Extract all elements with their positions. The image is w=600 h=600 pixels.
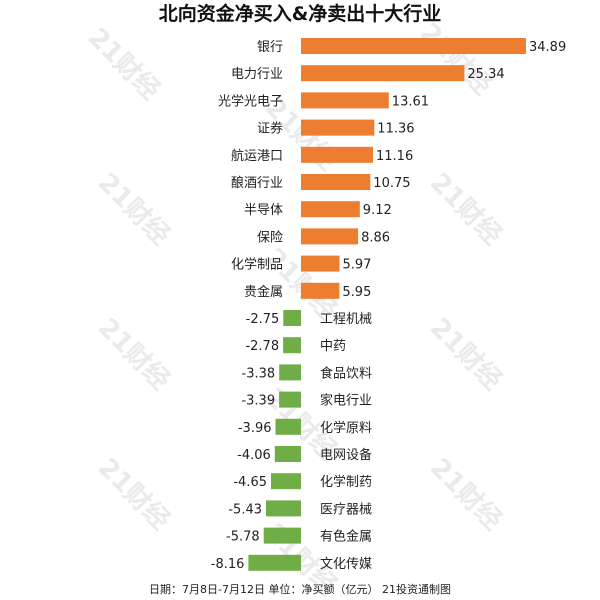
bar-0 (301, 38, 526, 54)
bar-10 (283, 310, 301, 326)
value-label-15: -4.06 (237, 448, 271, 463)
bars-group (248, 38, 526, 571)
value-label-4: 11.16 (376, 149, 413, 164)
bar-13 (279, 391, 301, 408)
value-label-11: -2.78 (245, 339, 279, 354)
watermark-6: 21财经 (92, 312, 176, 396)
value-label-9: 5.95 (342, 285, 371, 300)
category-label-16: 化学制药 (320, 474, 372, 490)
watermark-10: 21财经 (424, 452, 508, 536)
category-label-19: 文化传媒 (320, 557, 372, 572)
category-label-17: 医疗器械 (320, 502, 372, 517)
value-label-19: -8.16 (211, 557, 245, 572)
bar-18 (263, 527, 301, 544)
bar-9 (301, 282, 340, 299)
watermark-0: 21财经 (82, 22, 166, 106)
bar-1 (301, 65, 465, 82)
value-label-14: -3.96 (238, 421, 272, 436)
value-label-2: 13.61 (392, 94, 429, 109)
watermark-3: 21财经 (92, 167, 176, 251)
category-label-8: 化学制品 (231, 257, 283, 273)
category-label-1: 电力行业 (231, 67, 283, 82)
value-label-17: -5.43 (228, 502, 262, 517)
bar-16 (271, 473, 301, 490)
bar-8 (301, 255, 340, 272)
category-label-18: 有色金属 (320, 529, 372, 545)
category-label-9: 贵金属 (244, 284, 283, 300)
value-label-0: 34.89 (529, 40, 566, 55)
value-label-18: -5.78 (226, 530, 260, 545)
value-label-5: 10.75 (373, 176, 410, 191)
category-label-14: 化学原料 (320, 420, 372, 436)
category-label-5: 酿酒行业 (231, 175, 283, 191)
category-label-15: 电网设备 (320, 447, 372, 463)
bar-3 (301, 119, 375, 136)
bar-6 (301, 201, 360, 218)
category-label-7: 保险 (257, 230, 283, 245)
bar-2 (301, 92, 389, 109)
bar-19 (248, 554, 301, 571)
value-label-10: -2.75 (246, 312, 280, 327)
value-label-12: -3.38 (242, 366, 276, 381)
category-label-10: 工程机械 (320, 312, 372, 327)
watermark-7: 21财经 (424, 312, 508, 396)
bar-4 (301, 146, 373, 163)
category-labels-group: 银行电力行业光学光电子证券航运港口酿酒行业半导体保险化学制品贵金属工程机械中药食… (218, 40, 372, 572)
bar-12 (279, 364, 301, 381)
category-label-3: 证券 (257, 121, 283, 137)
bar-15 (274, 446, 301, 462)
category-label-4: 航运港口 (231, 148, 283, 164)
category-label-2: 光学光电子 (218, 93, 283, 109)
value-label-13: -3.39 (241, 394, 275, 409)
chart-title: 北向资金净买入&净卖出十大行业 (159, 2, 442, 25)
value-label-7: 8.86 (361, 230, 390, 245)
bar-14 (275, 418, 301, 435)
value-label-6: 9.12 (363, 203, 392, 218)
value-label-16: -4.65 (233, 475, 267, 490)
bar-17 (266, 500, 301, 517)
watermark-4: 21财经 (424, 167, 508, 251)
watermark-1: 21财经 (414, 17, 498, 101)
value-labels-group: 34.89 25.34 13.61 11.36 11.16 10.75 9.12 8.86 5.… (211, 40, 566, 572)
value-label-3: 11.36 (377, 122, 414, 137)
category-label-12: 食品饮料 (320, 365, 372, 381)
bar-7 (301, 228, 359, 245)
watermark-9: 21财经 (92, 452, 176, 536)
bar-11 (283, 337, 301, 354)
category-label-13: 家电行业 (320, 393, 372, 409)
category-label-0: 银行 (257, 40, 283, 55)
value-label-1: 25.34 (467, 67, 504, 82)
category-label-11: 中药 (320, 339, 346, 354)
bar-5 (301, 174, 371, 190)
chart-footer: 日期：7月8日-7月12日 单位：净买额（亿元） 21投资通制图 (149, 582, 451, 596)
category-label-6: 半导体 (244, 203, 283, 218)
value-label-8: 5.97 (343, 258, 372, 273)
